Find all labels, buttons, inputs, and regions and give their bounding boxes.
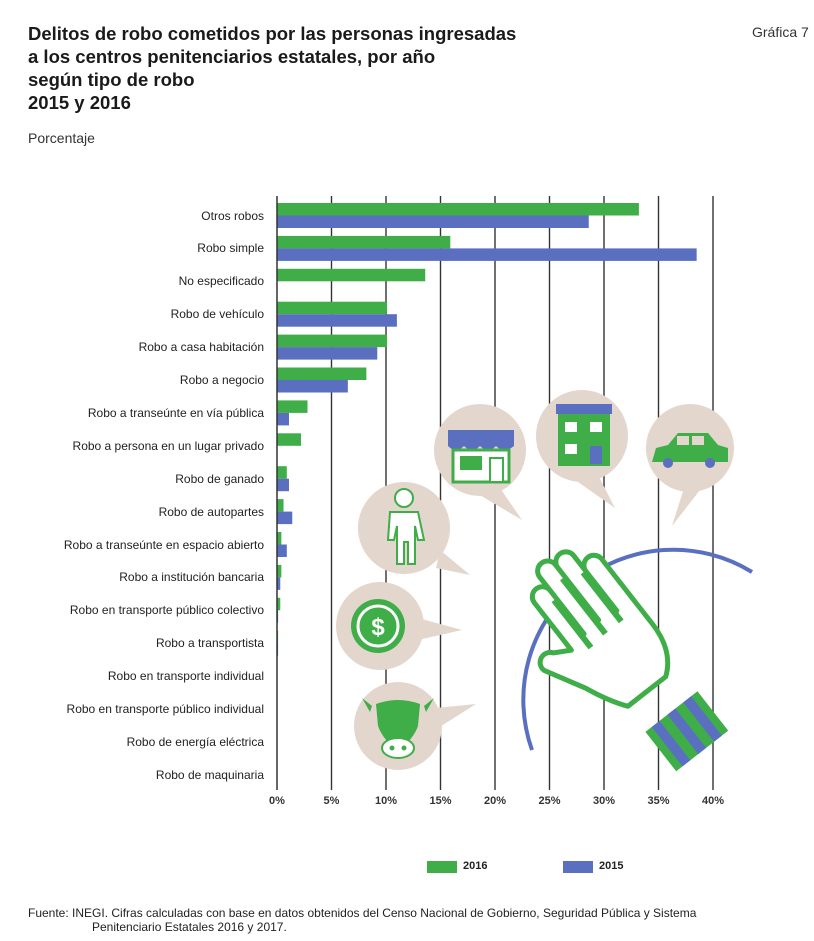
bar-2016 (277, 203, 639, 216)
title-line-1: Delitos de robo cometidos por las person… (28, 23, 517, 44)
category-label: Robo a persona en un lugar privado (72, 438, 264, 453)
source-line-2: Penitenciario Estatales 2016 y 2017. (92, 920, 287, 934)
title-line-2: a los centros penitenciarios estatales, … (28, 46, 436, 67)
category-label: Robo en transporte individual (107, 669, 264, 684)
x-tick-label: 25% (538, 795, 561, 807)
bar-2016 (277, 433, 301, 446)
bar-2016 (277, 235, 451, 249)
money-icon: $ (336, 582, 462, 670)
bars (277, 203, 697, 656)
bar-2015 (277, 248, 697, 261)
x-tick-label: 35% (647, 795, 670, 807)
category-label: Robo a negocio (179, 373, 264, 387)
chart-unit: Porcentaje (28, 130, 95, 146)
svg-text:$: $ (371, 614, 385, 641)
bar-2016 (277, 400, 308, 413)
x-tick-label: 0% (269, 795, 285, 807)
legend-swatch-2015 (563, 861, 593, 873)
legend-label-2015: 2015 (599, 860, 624, 872)
category-label: Robo a transeúnte en espacio abierto (63, 537, 264, 552)
bar-2015 (277, 577, 281, 590)
bar-2016 (277, 597, 281, 611)
category-label: Robo a transeúnte en vía pública (87, 405, 264, 420)
category-label: Otros robos (201, 208, 264, 223)
legend-swatch-2016 (427, 861, 457, 873)
x-tick-label: 15% (429, 795, 452, 807)
chart-title: Delitos de robo cometidos por las person… (28, 22, 668, 114)
category-label: Robo a transportista (155, 636, 264, 651)
category-label: Robo de energía eléctrica (126, 734, 264, 749)
category-label: Robo en transporte público individual (66, 702, 264, 716)
x-tick-label: 20% (483, 795, 507, 807)
bar-2015 (277, 347, 378, 360)
source-line-1: Fuente: INEGI. Cifras calculadas con bas… (28, 906, 697, 920)
x-tick-label: 30% (592, 795, 616, 807)
chart-number: Gráfica 7 (752, 24, 809, 40)
legend-label-2016: 2016 (463, 860, 488, 872)
bar-2016 (277, 564, 282, 578)
bar-2015 (277, 511, 293, 525)
category-label: Robo simple (197, 241, 264, 256)
category-label: No especificado (178, 274, 264, 289)
cow-icon (354, 682, 476, 770)
category-label: Robo a casa habitación (138, 340, 264, 355)
category-label: Robo de ganado (175, 471, 264, 486)
bar-2015 (277, 478, 289, 492)
bar-2015 (277, 380, 348, 393)
category-label: Robo de autopartes (158, 504, 264, 519)
car-icon (646, 404, 734, 526)
bar-2016 (277, 334, 388, 348)
person-icon (358, 482, 470, 575)
title-line-3: según tipo de robo (28, 69, 195, 90)
x-tick-label: 40% (701, 795, 725, 807)
store-icon (434, 404, 526, 520)
source-note: Fuente: INEGI. Cifras calculadas con bas… (28, 906, 814, 934)
bar-2016 (277, 268, 426, 282)
bar-2016 (277, 499, 284, 512)
category-label: Robo de maquinaria (155, 767, 264, 782)
bar-2016 (277, 367, 367, 380)
house-icon (536, 390, 628, 508)
bar-2015 (277, 314, 397, 327)
x-tick-label: 5% (323, 795, 340, 807)
bar-2016 (277, 532, 282, 545)
bar-2016 (277, 466, 287, 479)
hand-icon (529, 549, 729, 772)
category-label: Robo en transporte público colectivo (69, 603, 264, 618)
category-label: Robo a institución bancaria (119, 570, 264, 585)
category-label: Robo de vehículo (170, 307, 264, 322)
bar-2015 (277, 215, 589, 228)
x-tick-label: 10% (374, 795, 398, 807)
bar-2016 (277, 301, 388, 315)
title-line-4: 2015 y 2016 (28, 92, 131, 113)
bar-2015 (277, 544, 287, 557)
bar-2015 (277, 412, 289, 426)
illustrations: $ (336, 390, 754, 772)
